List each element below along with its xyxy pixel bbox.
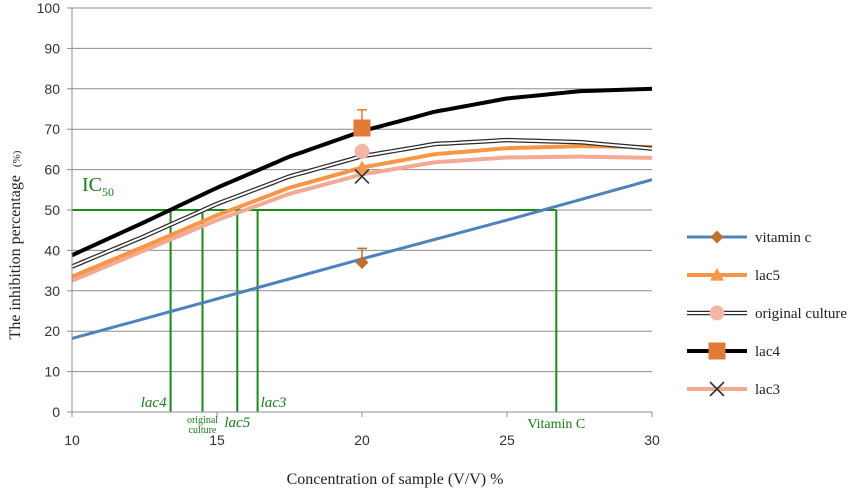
x-tick-label-20: 20 — [354, 432, 370, 448]
y-axis-title: The inhibition percentage (%) — [7, 150, 24, 339]
y-tick-label-60: 60 — [44, 162, 60, 178]
x-axis-title: Concentration of sample (V/V) % — [287, 471, 504, 488]
ic50-annotations: IC50 lac4 original culture lac5 lac3 Vitamin C — [82, 174, 585, 436]
point-original-culture — [354, 143, 370, 159]
y-tick-label-30: 30 — [44, 283, 60, 299]
legend-item-original-culture-marker — [709, 305, 725, 321]
series-line-lac3 — [71, 154, 653, 283]
point-lac3 — [354, 168, 370, 185]
data-points — [353, 109, 371, 270]
legend-item-lac3-marker-b — [709, 381, 725, 397]
axes — [67, 7, 653, 417]
y-tick-label-80: 80 — [44, 81, 60, 97]
point-lac5 — [355, 160, 369, 174]
point-lac4 — [353, 119, 371, 137]
ic50-marker-label-1-line-0: original — [187, 415, 218, 426]
legend-item-lac5-label: lac5 — [755, 268, 780, 284]
x-tick-label-25: 25 — [499, 432, 515, 448]
ic50-marker-label-3: lac3 — [261, 395, 287, 411]
x-tick-label-30: 30 — [644, 432, 660, 448]
gridlines — [72, 7, 652, 373]
ic50-marker-label-1-line-1: culture — [189, 425, 217, 436]
ic50-label-sub: 50 — [102, 185, 114, 199]
svg-text:The inhibition percentage: The inhibition percentage (%) — [7, 150, 24, 339]
legend-item-lac4-label: lac4 — [755, 344, 780, 360]
legend-item-lac5-marker — [710, 268, 724, 281]
x-tick-label-10: 10 — [64, 432, 80, 448]
ic50-label: IC50 — [82, 174, 114, 199]
y-tick-label-0: 0 — [52, 404, 60, 420]
ic50-marker-label-0: lac4 — [141, 395, 167, 411]
y-tick-label-100: 100 — [37, 0, 61, 16]
y-tick-label-90: 90 — [44, 40, 60, 56]
point-lac3-b — [354, 168, 370, 185]
x-tick-label-15: 15 — [209, 432, 225, 448]
y-tick-label-10: 10 — [44, 364, 60, 380]
y-tick-label-20: 20 — [44, 323, 60, 339]
ic50-guides — [72, 209, 558, 412]
legend-item-lac3-label: lac3 — [755, 382, 780, 398]
ic50-marker-label-2: lac5 — [224, 415, 250, 431]
ic50-marker-label-1: original culture — [187, 415, 218, 436]
point-vitamin-c — [355, 256, 369, 270]
legend-item-lac4-marker — [708, 342, 726, 360]
y-tick-label-70: 70 — [44, 121, 60, 137]
ic50-marker-label-4: Vitamin C — [527, 417, 585, 432]
y-tick-label-40: 40 — [44, 242, 60, 258]
legend: vitamin c lac5 original culture lac4 lac3 — [687, 230, 847, 398]
ic50-label-main: IC — [82, 174, 102, 196]
legend-item-vitamin-c-label: vitamin c — [755, 230, 812, 246]
y-axis-unit: (%) — [11, 150, 23, 167]
legend-item-lac3-marker — [709, 381, 725, 397]
legend-item-vitamin-c-marker — [710, 230, 724, 244]
y-axis-title-text: The inhibition percentage — [7, 175, 24, 339]
y-tick-label-50: 50 — [44, 202, 60, 218]
legend-item-original-culture-label: original culture — [755, 306, 847, 322]
